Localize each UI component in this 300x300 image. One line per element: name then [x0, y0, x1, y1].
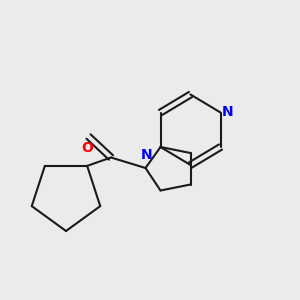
Text: O: O	[81, 141, 93, 155]
Text: N: N	[141, 148, 153, 162]
Text: N: N	[222, 106, 234, 119]
